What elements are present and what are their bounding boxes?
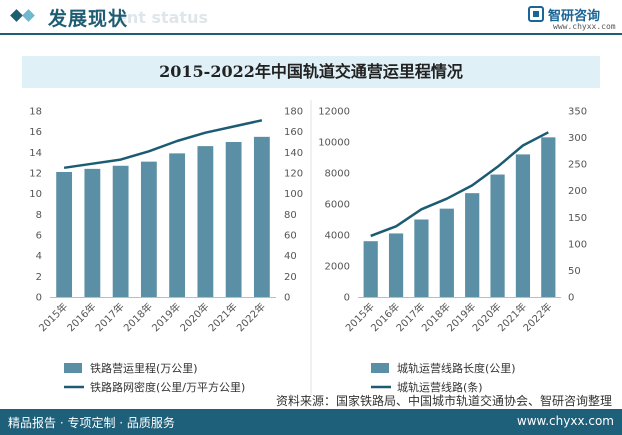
rail-left-tick-label: 2 [36, 272, 42, 283]
rail-bar [140, 161, 157, 297]
rail-right-tick-label: 20 [284, 272, 297, 283]
footer-tagline: 精品报告 · 专项定制 · 品质服务 [8, 416, 175, 430]
metro-line-series [370, 131, 549, 238]
rail-left-tick-label: 8 [36, 210, 42, 221]
brand-name: 智研咨询 [548, 9, 601, 24]
metro-bar [465, 193, 480, 297]
metro-right-tick-label: 50 [568, 266, 581, 277]
rail-category-label: 2022年 [234, 300, 268, 334]
metro-legend-bar-swatch [371, 363, 389, 373]
metro-legend-line-label: 城轨运营线路(条) [397, 380, 483, 394]
rail-bar [84, 168, 101, 297]
chart-title: 2015-2022年中国轨道交通营运里程情况 [22, 56, 600, 88]
rail-right-tick-label: 160 [284, 127, 303, 138]
metro-right-tick-label: 100 [568, 239, 587, 250]
rail-left-tick-label: 14 [29, 148, 42, 159]
metro-bar [490, 174, 505, 297]
metro-right-tick-label: 300 [568, 133, 587, 144]
rail-category-label: 2016年 [64, 300, 98, 334]
source-note: 资料来源：国家铁路局、中国城市轨道交通协会、智研咨询整理 [276, 393, 612, 408]
rail-legend-bar-swatch [64, 363, 82, 373]
metro-bar [541, 137, 556, 297]
rail-bar [253, 136, 270, 297]
metro-bar [363, 241, 378, 297]
metro-right-tick-label: 250 [568, 160, 587, 171]
brand-url: www.chyxx.com [553, 22, 616, 31]
rail-right-tick-label: 60 [284, 231, 297, 242]
section-watermark: ent status [116, 8, 208, 27]
rail-bar [197, 146, 214, 297]
rail-category-label: 2021年 [205, 300, 239, 334]
metro-right-tick-label: 350 [568, 107, 587, 118]
metro-right-tick-label: 200 [568, 186, 587, 197]
brand-logo-icon [528, 6, 544, 22]
metro-category-label: 2022年 [520, 300, 554, 334]
metro-bar [388, 233, 404, 297]
charts-area: 0246810121416180204060801001201401601802… [29, 100, 612, 408]
metro-left-tick-label: 10000 [318, 138, 350, 149]
metro-left-tick-label: 12000 [318, 107, 350, 118]
rail-left-tick-label: 4 [36, 251, 42, 262]
rail-right-tick-label: 100 [284, 189, 303, 200]
rail-left-tick-label: 12 [29, 169, 42, 180]
rail-left-tick-label: 6 [36, 231, 42, 242]
metro-right-tick-label: 150 [568, 213, 587, 224]
rail-left-tick-label: 10 [29, 189, 42, 200]
metro-bar [439, 208, 454, 297]
rail-category-label: 2019年 [149, 300, 183, 334]
header: ent status 发展现状 智研咨询 www.chyxx.com [0, 0, 622, 35]
rail-bar [225, 142, 242, 297]
rail-bar [169, 153, 186, 297]
rail-left-tick-label: 0 [36, 293, 42, 304]
section-title: 发展现状 [48, 8, 129, 30]
rail-legend-line-label: 铁路路网密度(公里/万平方公里) [90, 380, 245, 394]
metro-left-tick-label: 8000 [325, 169, 350, 180]
rail-right-tick-label: 120 [284, 169, 303, 180]
metro-bar [414, 219, 429, 297]
footer-url: www.chyxx.com [516, 414, 614, 428]
metro-left-tick-label: 2000 [325, 262, 350, 273]
rail-left-tick-label: 18 [29, 107, 42, 118]
metro-bar [515, 154, 531, 297]
metro-left-tick-label: 6000 [325, 200, 350, 211]
rail-category-label: 2015年 [36, 300, 70, 334]
rail-category-label: 2020年 [177, 300, 211, 334]
metro-legend-bar-label: 城轨运营线路长度(公里) [397, 361, 516, 375]
rail-line-series [63, 119, 263, 170]
rail-bar [56, 171, 73, 297]
rail-right-tick-label: 0 [284, 293, 290, 304]
rail-right-tick-label: 140 [284, 148, 303, 159]
rail-category-label: 2017年 [92, 300, 126, 334]
rail-category-label: 2018年 [121, 300, 155, 334]
rail-legend-bar-label: 铁路营运里程(万公里) [90, 361, 198, 375]
rail-right-tick-label: 180 [284, 107, 303, 118]
footer: 精品报告 · 专项定制 · 品质服务 www.chyxx.com [0, 409, 622, 435]
rail-right-tick-label: 40 [284, 251, 297, 262]
metro-left-tick-label: 4000 [325, 231, 350, 242]
metro-left-tick-label: 0 [344, 293, 350, 304]
metro-right-tick-label: 0 [568, 293, 574, 304]
rail-right-tick-label: 80 [284, 210, 297, 221]
rail-left-tick-label: 16 [29, 127, 42, 138]
header-rule [0, 33, 622, 35]
rail-bar [112, 165, 129, 297]
